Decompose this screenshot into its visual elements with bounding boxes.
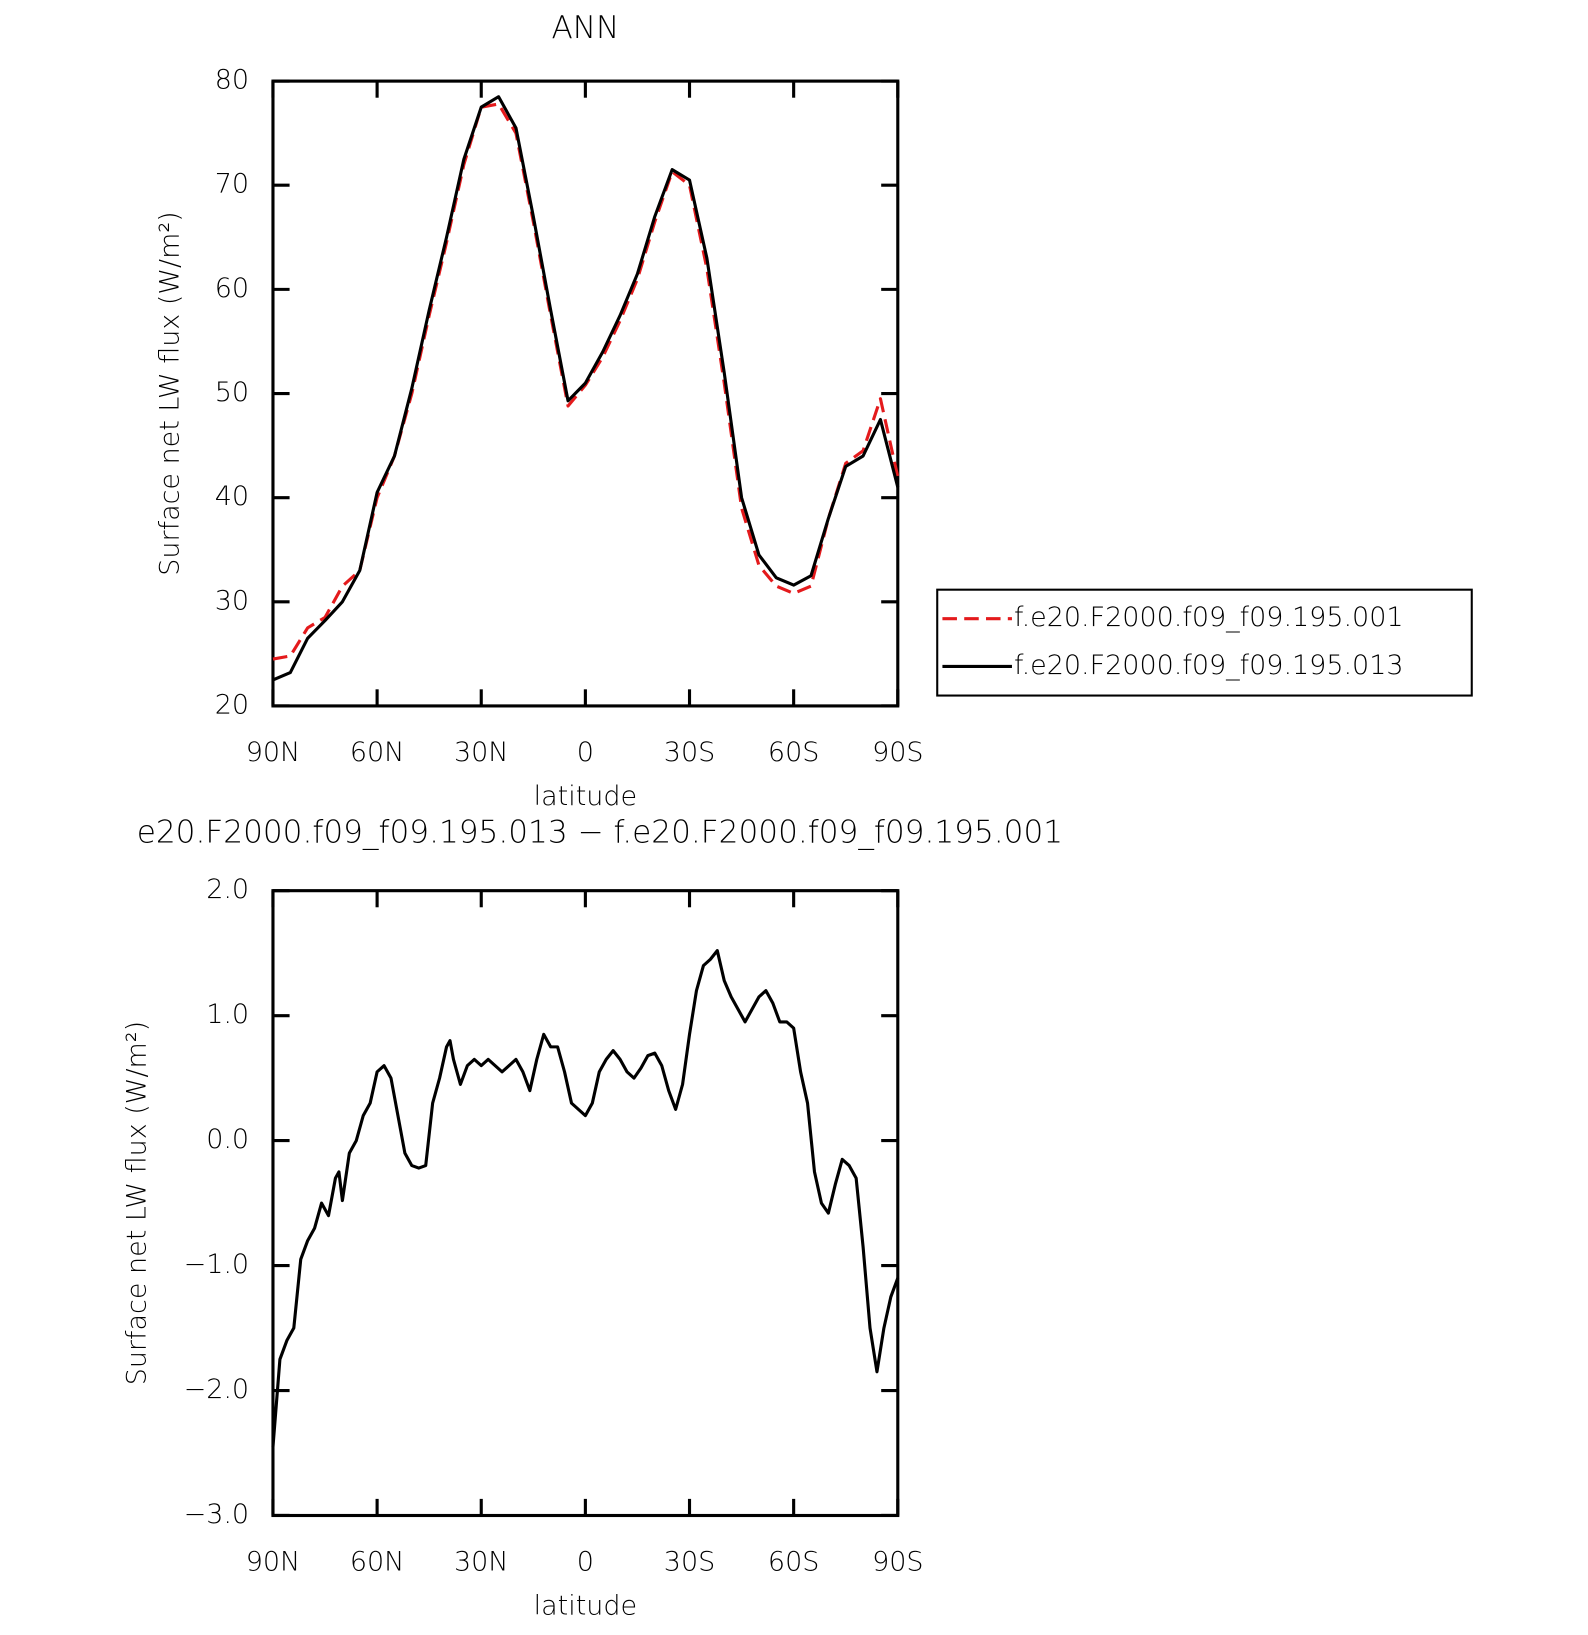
y-tick-label: −2.0 (184, 1374, 250, 1405)
chart-title: e20.F2000.f09_f09.195.013 − f.e20.F2000.… (137, 815, 1063, 851)
x-axis-label: latitude (534, 1590, 637, 1621)
x-tick-label: 90S (872, 737, 923, 768)
y-tick-label: 0.0 (206, 1124, 249, 1155)
data-line (271, 949, 900, 1447)
y-tick-label: 20 (215, 689, 249, 720)
y-tick-label: 50 (215, 377, 249, 408)
y-axis-label: Surface net LW flux (W/m²) (155, 211, 186, 575)
y-tick-label: 40 (215, 481, 249, 512)
x-tick-label: 90N (246, 1547, 300, 1578)
y-tick-label: 1.0 (206, 999, 249, 1030)
x-tick-label: 0 (577, 737, 594, 768)
y-tick-label: 70 (215, 169, 249, 200)
y-tick-label: −3.0 (184, 1499, 250, 1530)
plot-frame (271, 889, 900, 1518)
x-tick-label: 30N (454, 1547, 508, 1578)
x-tick-label: 30S (664, 1547, 715, 1578)
x-tick-label: 30S (664, 737, 715, 768)
x-tick-label: 60N (350, 737, 405, 768)
y-axis-label: Surface net LW flux (W/m²) (122, 1021, 153, 1385)
x-tick-label: 90N (246, 737, 300, 768)
x-axis-label: latitude (534, 781, 637, 812)
legend-label: f.e20.F2000.f09_f09.195.013 (1014, 650, 1404, 681)
legend-label: f.e20.F2000.f09_f09.195.001 (1014, 602, 1404, 633)
x-tick-label: 30N (454, 737, 508, 768)
data-line (272, 95, 900, 682)
chart-title: ANN (551, 10, 619, 46)
plot-frame (271, 79, 900, 708)
x-tick-label: 0 (577, 1547, 594, 1578)
y-tick-label: −1.0 (184, 1249, 250, 1280)
y-tick-label: 30 (215, 585, 249, 616)
y-tick-label: 80 (215, 65, 249, 96)
x-tick-label: 60N (350, 1547, 405, 1578)
y-tick-label: 2.0 (206, 874, 249, 905)
legend-box (936, 588, 1473, 697)
y-tick-label: 60 (215, 273, 249, 304)
x-tick-label: 90S (872, 1547, 923, 1578)
x-tick-label: 60S (768, 737, 819, 768)
x-tick-label: 60S (768, 1547, 819, 1578)
